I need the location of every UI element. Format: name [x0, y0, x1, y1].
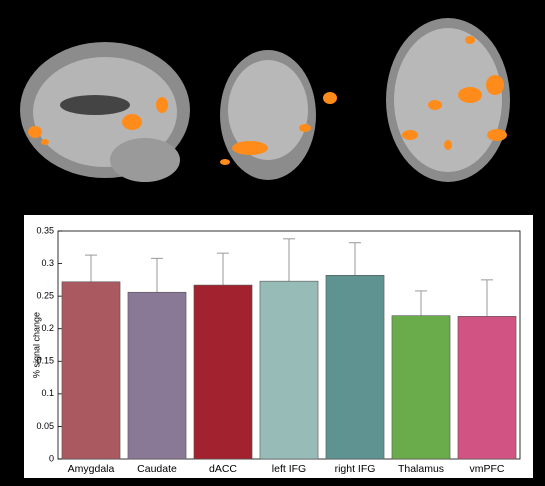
y-tick-label: 0.35	[36, 225, 54, 235]
x-tick-label: left IFG	[272, 463, 306, 475]
activation-blobs	[28, 36, 507, 165]
y-axis-label: % signal change	[31, 312, 41, 378]
x-tick-label: dACC	[209, 463, 237, 475]
axial-inner	[394, 28, 502, 172]
x-tick-label: Thalamus	[398, 463, 444, 475]
bar	[61, 281, 121, 460]
y-tick-label: 0.2	[41, 323, 54, 333]
bar	[457, 316, 517, 460]
x-tick-label: vmPFC	[470, 463, 505, 475]
y-tick-label: 0.05	[36, 421, 54, 431]
bar	[127, 291, 187, 460]
bar	[193, 284, 253, 460]
x-tick-label: Amygdala	[68, 463, 115, 475]
coronal-inner	[228, 60, 308, 160]
y-tick-label: 0.1	[41, 388, 54, 398]
cerebellum	[110, 138, 180, 182]
y-tick-label: 0.25	[36, 291, 54, 301]
x-tick-label: Caudate	[137, 463, 177, 475]
bar	[325, 274, 385, 460]
brain-images	[20, 18, 510, 182]
ventricle	[60, 95, 130, 115]
x-tick-label: right IFG	[335, 463, 376, 475]
bar	[259, 280, 319, 460]
y-tick-label: 0.15	[36, 356, 54, 366]
y-tick-label: 0	[49, 453, 54, 463]
bar	[391, 315, 451, 460]
y-tick-label: 0.3	[41, 258, 54, 268]
